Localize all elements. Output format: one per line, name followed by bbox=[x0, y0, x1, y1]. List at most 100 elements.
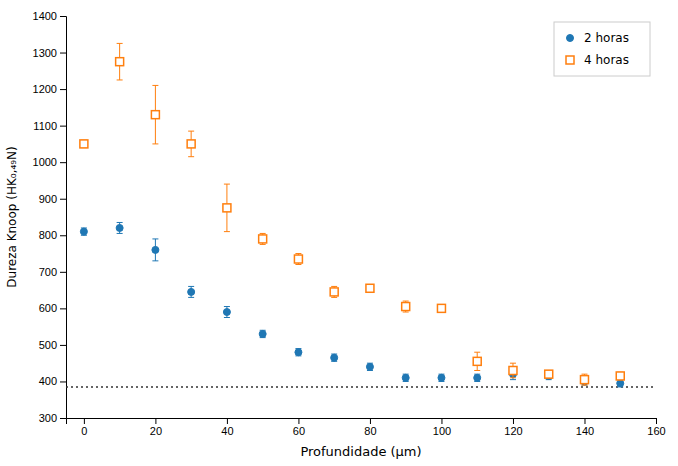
point bbox=[474, 374, 481, 381]
tick-mark bbox=[60, 162, 66, 163]
error-bar bbox=[581, 374, 587, 385]
tick: 800 bbox=[39, 229, 66, 241]
point bbox=[473, 357, 481, 365]
tick-mark bbox=[60, 418, 66, 419]
error-bar bbox=[403, 374, 409, 381]
error-bar bbox=[438, 374, 444, 381]
series bbox=[80, 43, 624, 385]
point bbox=[294, 255, 302, 263]
point bbox=[438, 374, 445, 381]
legend-box bbox=[554, 22, 650, 76]
tick-label: 0 bbox=[81, 425, 87, 437]
point bbox=[366, 363, 373, 370]
error-bar bbox=[474, 352, 480, 370]
tick-label: 500 bbox=[39, 339, 57, 351]
y-axis: 3004005006007008009001000110012001300140… bbox=[33, 10, 67, 424]
point bbox=[80, 228, 87, 235]
legend-label: 2 horas bbox=[584, 31, 629, 45]
tick-mark bbox=[441, 418, 442, 424]
tick-mark bbox=[656, 418, 657, 424]
error-bar bbox=[260, 330, 266, 337]
point bbox=[437, 304, 445, 312]
point bbox=[617, 380, 624, 387]
point bbox=[402, 303, 410, 311]
tick-label: 400 bbox=[39, 375, 57, 387]
tick: 1200 bbox=[33, 83, 66, 95]
legend-item: 2 horas bbox=[567, 31, 629, 45]
tick-mark bbox=[60, 89, 66, 90]
point bbox=[616, 372, 624, 380]
axis-line bbox=[67, 419, 657, 425]
tick: 1100 bbox=[33, 120, 66, 132]
x-axis-title: Profundidade (μm) bbox=[300, 444, 421, 459]
legend-label: 4 horas bbox=[584, 53, 629, 67]
tick-mark bbox=[155, 418, 156, 424]
tick-label: 100 bbox=[433, 425, 451, 437]
tick-mark bbox=[513, 418, 514, 424]
tick-label: 80 bbox=[364, 425, 376, 437]
tick-mark bbox=[60, 16, 66, 17]
tick-label: 140 bbox=[576, 425, 594, 437]
tick: 1300 bbox=[33, 47, 66, 59]
axis-line bbox=[60, 17, 67, 419]
tick-label: 1100 bbox=[33, 120, 57, 132]
point bbox=[259, 235, 267, 243]
tick-mark bbox=[60, 53, 66, 54]
tick-label: 900 bbox=[39, 193, 57, 205]
error-bar bbox=[367, 285, 373, 292]
error-bar bbox=[367, 363, 373, 370]
legend-symbol bbox=[567, 35, 574, 42]
tick-label: 20 bbox=[150, 425, 162, 437]
tick-label: 160 bbox=[647, 425, 665, 437]
error-bar bbox=[224, 184, 230, 232]
tick-label: 1300 bbox=[33, 47, 57, 59]
tick: 300 bbox=[39, 412, 66, 424]
tick-mark bbox=[584, 418, 585, 424]
tick-mark bbox=[370, 418, 371, 424]
error-bar bbox=[546, 370, 552, 377]
point bbox=[116, 58, 124, 66]
tick-mark bbox=[60, 235, 66, 236]
tick-mark bbox=[60, 381, 66, 382]
error-bar bbox=[188, 131, 194, 157]
tick: 500 bbox=[39, 339, 66, 351]
point bbox=[80, 140, 88, 148]
point bbox=[402, 374, 409, 381]
tick-mark bbox=[60, 272, 66, 273]
legend-symbol bbox=[566, 56, 574, 64]
tick: 120 bbox=[504, 418, 522, 437]
chart: 0204060801001201401603004005006007008009… bbox=[0, 0, 678, 466]
point bbox=[331, 354, 338, 361]
tick-mark bbox=[60, 126, 66, 127]
legend: 2 horas 4 horas bbox=[554, 22, 650, 76]
error-bar bbox=[474, 374, 480, 381]
series bbox=[80, 222, 623, 386]
tick-mark bbox=[60, 345, 66, 346]
error-bar bbox=[617, 380, 623, 387]
error-bar bbox=[403, 301, 409, 312]
tick: 40 bbox=[221, 418, 233, 437]
tick-mark bbox=[60, 308, 66, 309]
tick-label: 700 bbox=[39, 266, 57, 278]
error-bar bbox=[331, 286, 337, 297]
tick: 100 bbox=[433, 418, 451, 437]
tick: 80 bbox=[364, 418, 376, 437]
tick-label: 1000 bbox=[33, 156, 57, 168]
tick-label: 300 bbox=[39, 412, 57, 424]
tick-label: 1400 bbox=[33, 10, 57, 22]
tick: 60 bbox=[293, 418, 305, 437]
point bbox=[366, 284, 374, 292]
tick-label: 60 bbox=[293, 425, 305, 437]
tick-label: 120 bbox=[504, 425, 522, 437]
error-bar bbox=[117, 43, 123, 80]
baseline bbox=[66, 386, 656, 388]
tick-mark bbox=[84, 418, 85, 424]
error-bar bbox=[295, 349, 301, 356]
point bbox=[187, 140, 195, 148]
tick-mark bbox=[60, 199, 66, 200]
point bbox=[188, 288, 195, 295]
data-layer bbox=[66, 43, 656, 387]
point bbox=[152, 246, 159, 253]
error-bar bbox=[260, 233, 266, 244]
tick: 20 bbox=[150, 418, 162, 437]
